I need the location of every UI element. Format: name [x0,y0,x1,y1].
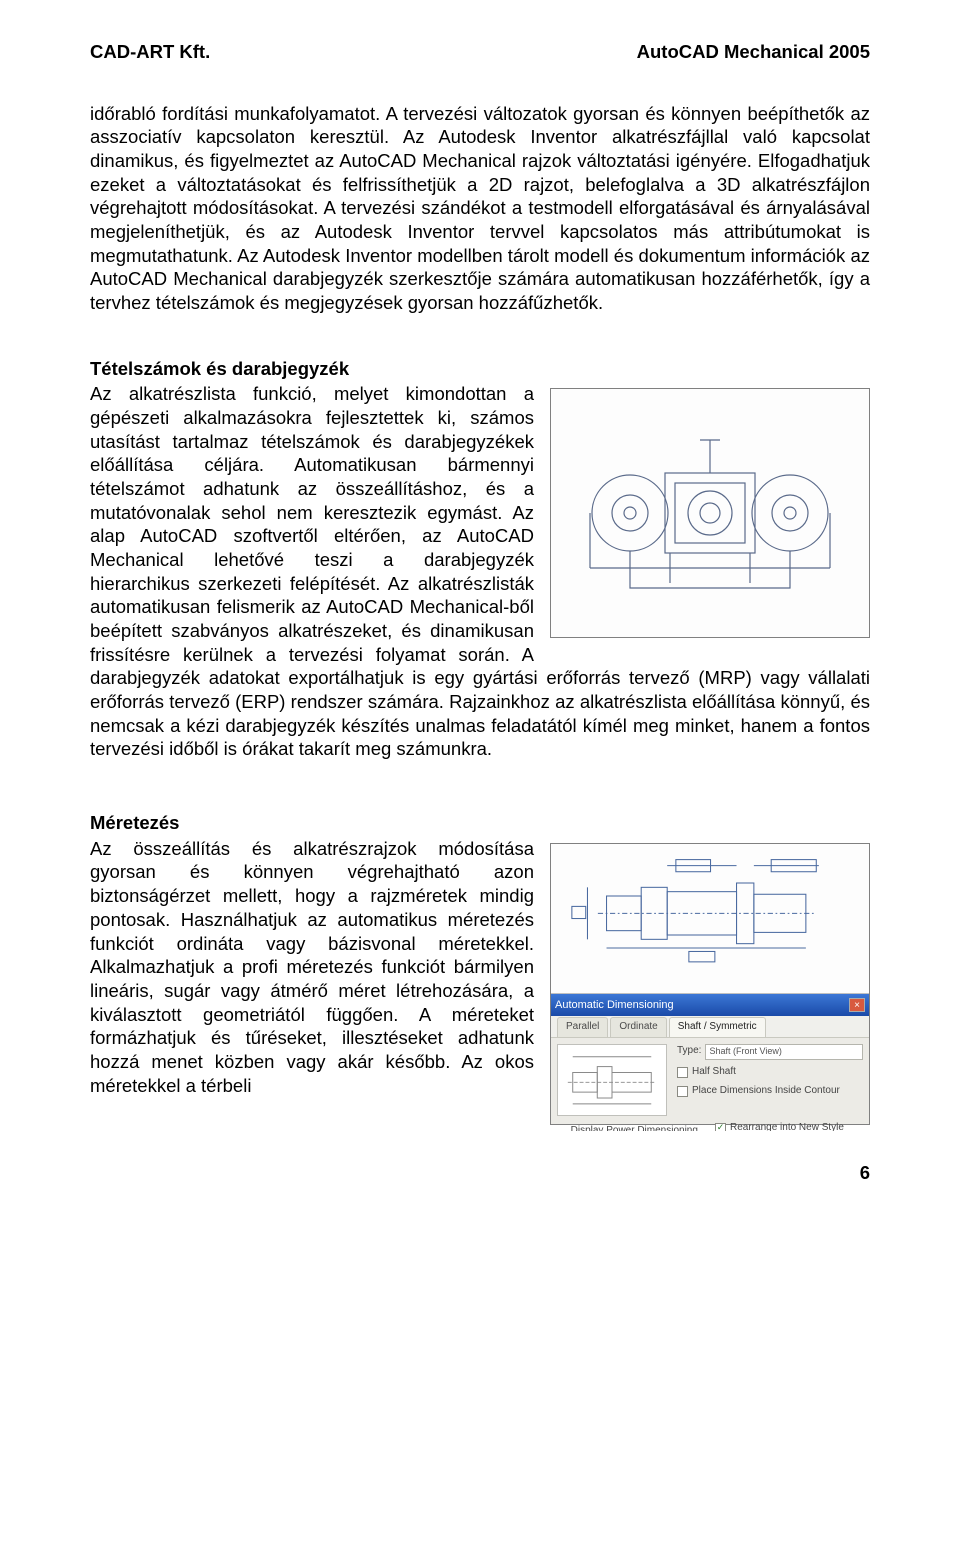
shaft-drawing [551,844,869,994]
checkbox-icon [677,1067,688,1078]
type-label: Type: [677,1045,701,1058]
dialog-titlebar: Automatic Dimensioning × [551,994,869,1016]
dialog-preview [557,1044,667,1116]
close-icon[interactable]: × [849,998,865,1012]
dialog-body: Type: Shaft (Front View) Half Shaft Plac… [551,1038,869,1122]
chk-half-shaft[interactable]: Half Shaft [677,1066,863,1079]
intro-paragraph: időrabló fordítási munkafolyamatot. A te… [90,102,870,315]
chk4-label: Rearrange into New Style [730,1122,844,1131]
dimensioning-figure: Automatic Dimensioning × Parallel Ordina… [550,843,870,1125]
section1-block: Az alkatrészlista funkció, melyet kimond… [90,382,870,769]
section2-block: Automatic Dimensioning × Parallel Ordina… [90,837,870,1131]
dialog-title-text: Automatic Dimensioning [555,998,674,1012]
dialog-bottom-row: ✓ Display Power Dimensioning Dialog ✓ Re… [551,1122,869,1131]
checkbox-icon [677,1086,688,1097]
chk3-label: Display Power Dimensioning Dialog [571,1125,705,1131]
section2-title: Méretezés [90,811,870,835]
mechanical-drawing-figure [550,388,870,638]
chk-rearrange[interactable]: ✓ Rearrange into New Style [715,1122,863,1131]
header-right: AutoCAD Mechanical 2005 [637,40,870,64]
tab-shaft-symmetric[interactable]: Shaft / Symmetric [669,1017,766,1037]
mechanical-drawing-svg [570,408,850,618]
type-dropdown[interactable]: Shaft (Front View) [705,1044,863,1060]
page-header: CAD-ART Kft. AutoCAD Mechanical 2005 [90,40,870,64]
dialog-tabs: Parallel Ordinate Shaft / Symmetric [551,1016,869,1038]
chk-inside-contour[interactable]: Place Dimensions Inside Contour [677,1085,863,1098]
type-row: Type: Shaft (Front View) [677,1044,863,1060]
page-number: 6 [90,1161,870,1185]
dimensioning-dialog: Automatic Dimensioning × Parallel Ordina… [551,994,869,1124]
chk2-label: Place Dimensions Inside Contour [692,1085,840,1098]
section1-title: Tételszámok és darabjegyzék [90,357,870,381]
header-left: CAD-ART Kft. [90,40,210,64]
tab-parallel[interactable]: Parallel [557,1017,608,1037]
chk-display-power[interactable]: ✓ Display Power Dimensioning Dialog [557,1122,705,1131]
dialog-options: Type: Shaft (Front View) Half Shaft Plac… [677,1044,863,1116]
dialog-right-checks: ✓ Rearrange into New Style Select Additi… [715,1122,863,1131]
checkbox-icon: ✓ [715,1123,726,1131]
tab-ordinate[interactable]: Ordinate [610,1017,666,1037]
chk1-label: Half Shaft [692,1066,736,1079]
